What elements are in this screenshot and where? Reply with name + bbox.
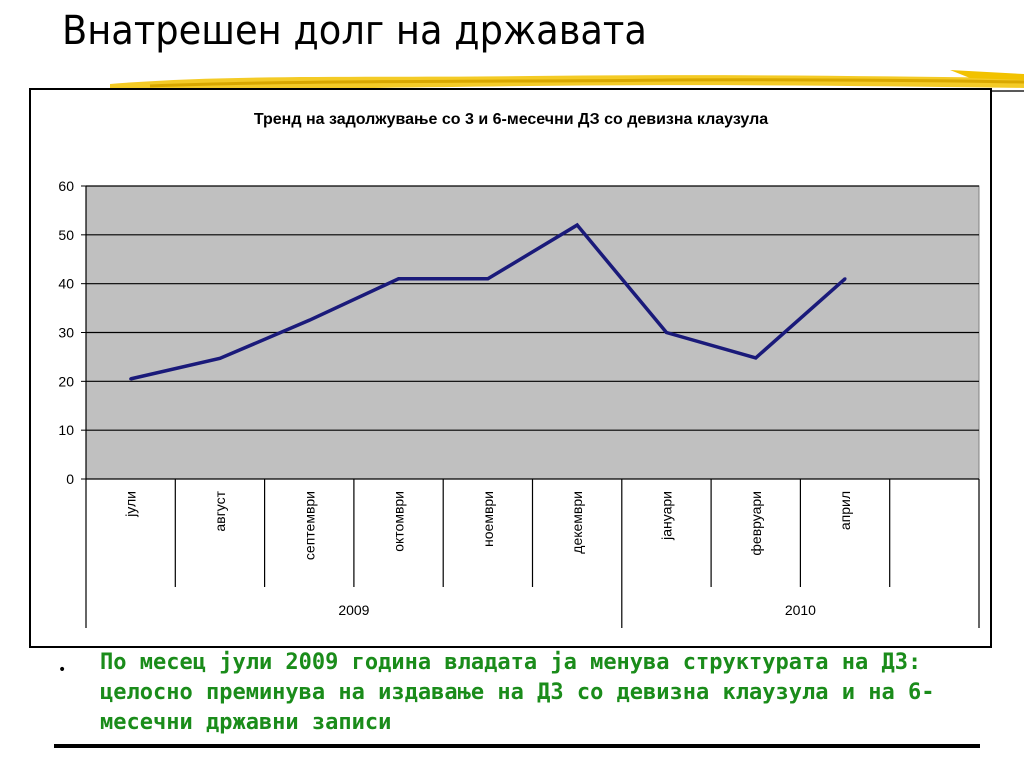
x-tick-label: септември xyxy=(301,491,317,560)
footer-rule xyxy=(54,744,980,748)
x-tick-label: октомври xyxy=(391,491,407,552)
y-tick-label: 30 xyxy=(58,325,74,341)
x-tick-label: август xyxy=(212,490,228,531)
data-point xyxy=(218,356,222,360)
y-tick-label: 0 xyxy=(66,471,74,487)
data-point xyxy=(843,277,847,281)
data-point xyxy=(664,331,668,334)
x-tick-label: јули xyxy=(123,491,139,518)
line-chart: Тренд на задолжување со 3 и 6-месечни ДЗ… xyxy=(58,111,980,628)
x-group-label: 2010 xyxy=(785,602,816,618)
x-tick-label: јануари xyxy=(658,491,674,541)
data-point xyxy=(307,318,311,322)
y-tick-label: 60 xyxy=(58,178,74,194)
x-tick-label: ноември xyxy=(480,491,496,547)
data-point xyxy=(575,223,579,227)
x-tick-label: декември xyxy=(569,491,585,554)
y-tick-label: 50 xyxy=(58,227,74,243)
data-point xyxy=(486,277,490,281)
slide-title: Внатрешен долг на државата xyxy=(62,8,647,54)
chart-title: Тренд на задолжување со 3 и 6-месечни ДЗ… xyxy=(254,111,768,128)
y-tick-label: 10 xyxy=(58,422,74,438)
x-tick-label: февруари xyxy=(748,491,764,556)
y-tick-label: 40 xyxy=(58,276,74,292)
x-group-label: 2009 xyxy=(338,602,369,618)
bullet-marker: • xyxy=(58,662,67,678)
data-point xyxy=(754,356,758,360)
chart-frame: Тренд на задолжување со 3 и 6-месечни ДЗ… xyxy=(29,88,992,648)
data-point xyxy=(129,377,133,381)
bullet-text: По месец јули 2009 година владата ја мен… xyxy=(100,650,935,735)
y-tick-label: 20 xyxy=(58,373,74,389)
data-point xyxy=(397,277,401,281)
x-tick-label: април xyxy=(837,491,853,530)
